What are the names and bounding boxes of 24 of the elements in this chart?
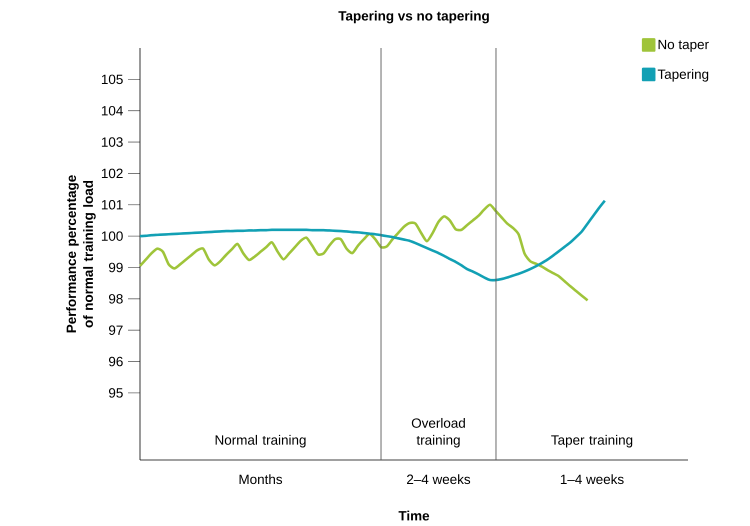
legend-label: Tapering (658, 69, 708, 82)
y-tick-label: 105 (102, 74, 123, 84)
y-axis-title: Performance percentage of normal training load (66, 175, 96, 332)
y-tick-label: 103 (102, 137, 123, 147)
y-tick-label: 102 (102, 168, 123, 178)
y-tick-label: 95 (108, 388, 123, 398)
y-tick-label: 97 (108, 325, 123, 335)
y-tick-label: 98 (108, 294, 123, 304)
annotation: Taper training (551, 434, 632, 448)
y-tick-label: 101 (102, 200, 123, 210)
y-tick-label: 96 (108, 356, 123, 366)
line-series (138, 203, 589, 302)
y-tick-label: 104 (102, 106, 123, 116)
y-tick-label: 99 (108, 262, 123, 272)
y-tick-label: 100 (102, 231, 123, 241)
line-series (138, 199, 606, 282)
chart-title: Tapering vs no tapering (338, 10, 489, 24)
x-axis-title: Time (398, 510, 430, 521)
annotation: Overload training (412, 418, 465, 448)
legend-label: No taper (658, 40, 709, 52)
annotation: Normal training (216, 434, 306, 448)
text: 1–4 weeks (560, 474, 624, 484)
text: Months (240, 474, 282, 484)
text: 2–4 weeks (407, 474, 470, 484)
